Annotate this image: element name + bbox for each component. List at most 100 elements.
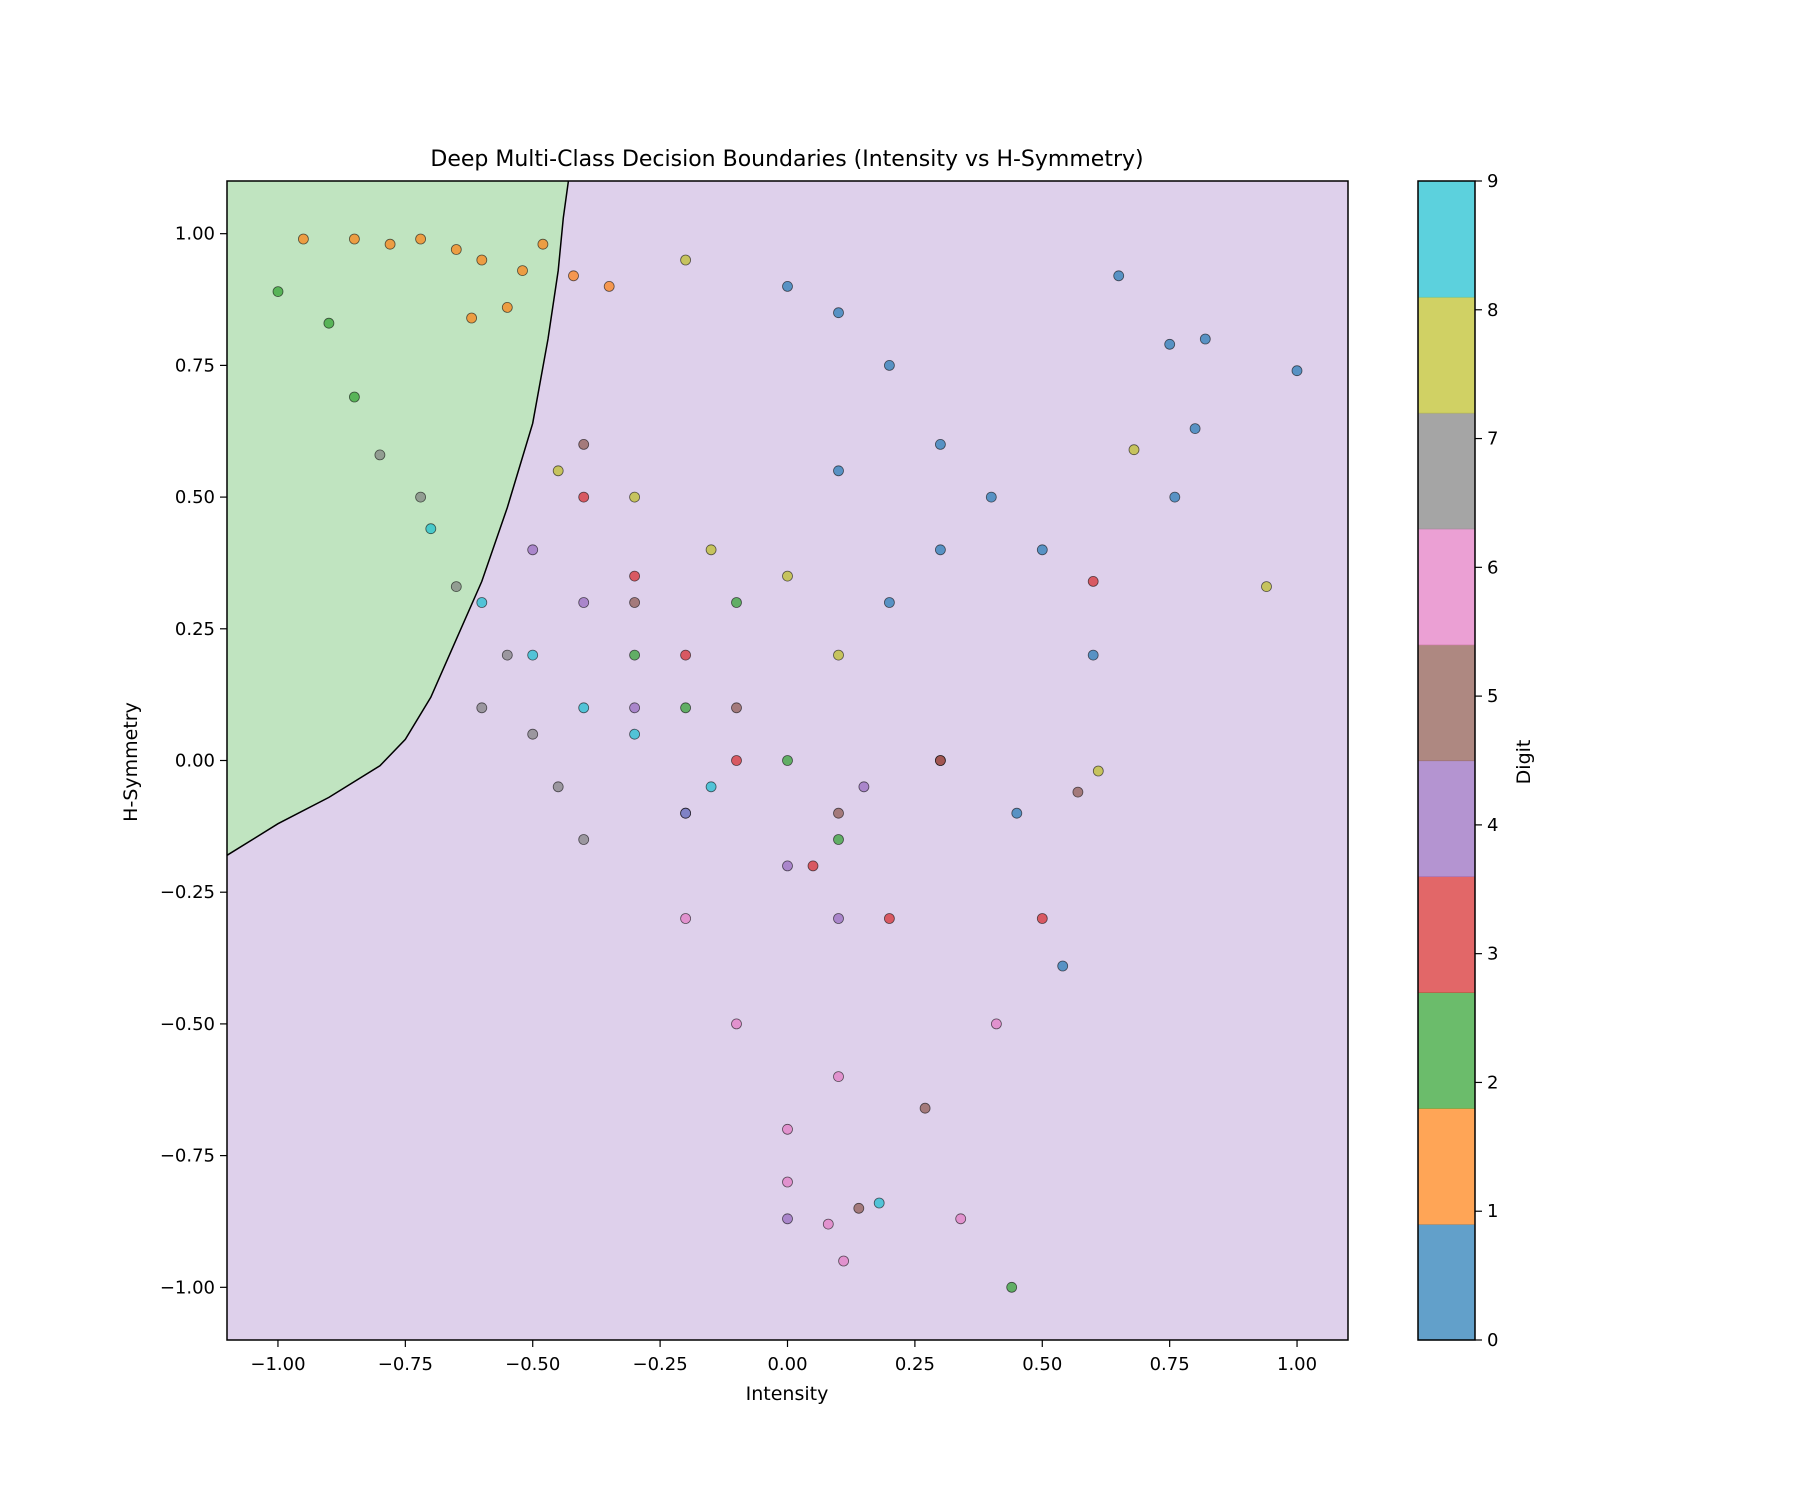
colorbar-segment bbox=[1418, 412, 1475, 530]
scatter-point bbox=[884, 597, 895, 608]
scatter-point bbox=[838, 1255, 849, 1267]
scatter-point bbox=[1261, 581, 1272, 592]
y-tick-label: −0.75 bbox=[160, 1146, 215, 1167]
scatter-point bbox=[680, 254, 691, 266]
scatter-point bbox=[884, 913, 895, 924]
colorbar-segment bbox=[1418, 1108, 1475, 1225]
scatter-point bbox=[537, 238, 549, 250]
scatter-point bbox=[1189, 423, 1201, 435]
scatter-point bbox=[466, 312, 478, 324]
colorbar-segment bbox=[1418, 181, 1475, 298]
scatter-point bbox=[935, 544, 946, 556]
scatter-point bbox=[1057, 960, 1069, 972]
colorbar bbox=[1418, 181, 1475, 1341]
colorbar-tick-label: 7 bbox=[1487, 429, 1498, 450]
scatter-point bbox=[384, 238, 396, 250]
scatter-point bbox=[415, 233, 427, 245]
scatter-point bbox=[1087, 576, 1099, 587]
y-tick-label: −1.00 bbox=[160, 1277, 215, 1298]
scatter-point bbox=[680, 702, 691, 714]
scatter-point bbox=[1169, 491, 1181, 503]
colorbar-ticks: 0 1 2 3 4 5 6 7 8 9 bbox=[1475, 171, 1498, 1351]
scatter-point bbox=[833, 834, 844, 845]
x-tick-label: 1.00 bbox=[1277, 1354, 1317, 1375]
scatter-point bbox=[873, 1197, 885, 1209]
colorbar-tick-label: 9 bbox=[1487, 171, 1498, 192]
scatter-point bbox=[374, 449, 386, 461]
scatter-point bbox=[680, 913, 691, 924]
scatter-point bbox=[578, 834, 590, 845]
decision-region-class-2 bbox=[227, 181, 569, 856]
scatter-point bbox=[323, 317, 335, 329]
scatter-point bbox=[731, 702, 742, 714]
scatter-point bbox=[501, 301, 513, 313]
scatter-point bbox=[705, 544, 717, 556]
scatter-point bbox=[782, 570, 793, 582]
colorbar-segment bbox=[1418, 992, 1475, 1109]
y-tick-label: 0.00 bbox=[175, 751, 215, 772]
scatter-point bbox=[1113, 270, 1125, 282]
colorbar-frame bbox=[1417, 180, 1476, 1341]
scatter-point bbox=[517, 265, 528, 277]
scatter-point bbox=[782, 755, 793, 766]
y-axis-label: H-Symmetry bbox=[120, 702, 142, 822]
scatter-point bbox=[807, 860, 819, 872]
scatter-point bbox=[552, 781, 564, 793]
colorbar-segment bbox=[1418, 528, 1475, 646]
scatter-points bbox=[272, 233, 1303, 1293]
colorbar-segment bbox=[1418, 876, 1475, 993]
scatter-point bbox=[680, 807, 691, 819]
scatter-point bbox=[833, 913, 844, 924]
colorbar-tick-label: 5 bbox=[1487, 686, 1498, 707]
scatter-point bbox=[552, 465, 564, 477]
scatter-point bbox=[858, 781, 870, 793]
scatter-point bbox=[782, 1176, 793, 1188]
x-tick-label: −1.00 bbox=[250, 1354, 305, 1375]
x-tick-label: −0.50 bbox=[505, 1354, 560, 1375]
x-tick-label: 0.50 bbox=[1022, 1354, 1062, 1375]
scatter-point bbox=[782, 860, 793, 872]
scatter-point bbox=[578, 491, 590, 503]
scatter-point bbox=[705, 781, 717, 793]
scatter-point bbox=[731, 1018, 742, 1030]
scatter-point bbox=[1164, 338, 1176, 350]
x-tick-label: 0.25 bbox=[895, 1354, 935, 1375]
scatter-point bbox=[476, 702, 488, 714]
scatter-point bbox=[991, 1018, 1002, 1030]
scatter-point bbox=[782, 280, 793, 292]
scatter-point bbox=[833, 307, 844, 319]
scatter-point bbox=[450, 244, 462, 255]
y-tick-label: −0.50 bbox=[160, 1014, 215, 1035]
scatter-point bbox=[629, 570, 640, 582]
scatter-point bbox=[782, 1123, 793, 1135]
y-tick-label: 0.75 bbox=[175, 355, 215, 376]
y-tick-label: 1.00 bbox=[175, 224, 215, 245]
scatter-point bbox=[731, 597, 742, 608]
scatter-point bbox=[629, 702, 640, 714]
scatter-point bbox=[782, 1213, 793, 1225]
colorbar-tick-label: 8 bbox=[1487, 300, 1498, 321]
scatter-point bbox=[629, 649, 640, 661]
scatter-point bbox=[476, 597, 488, 608]
scatter-point bbox=[919, 1102, 931, 1114]
scatter-point bbox=[1011, 807, 1023, 819]
colorbar-tick-label: 6 bbox=[1487, 557, 1498, 578]
scatter-point bbox=[425, 523, 437, 535]
x-axis-label: Intensity bbox=[746, 1383, 829, 1405]
scatter-point bbox=[568, 270, 579, 282]
scatter-point bbox=[629, 728, 640, 740]
scatter-point bbox=[578, 438, 590, 450]
y-tick-label: −0.25 bbox=[160, 882, 215, 903]
colorbar-tick-label: 0 bbox=[1487, 1330, 1498, 1351]
scatter-point bbox=[527, 649, 539, 661]
scatter-point bbox=[1036, 913, 1048, 924]
scatter-point bbox=[603, 280, 615, 292]
scatter-point bbox=[731, 755, 742, 766]
scatter-point bbox=[629, 597, 640, 608]
y-tick-label: 0.25 bbox=[175, 619, 215, 640]
scatter-point bbox=[833, 1071, 844, 1082]
colorbar-tick-label: 3 bbox=[1487, 944, 1498, 965]
scatter-point bbox=[578, 702, 590, 714]
scatter-point bbox=[935, 438, 946, 450]
